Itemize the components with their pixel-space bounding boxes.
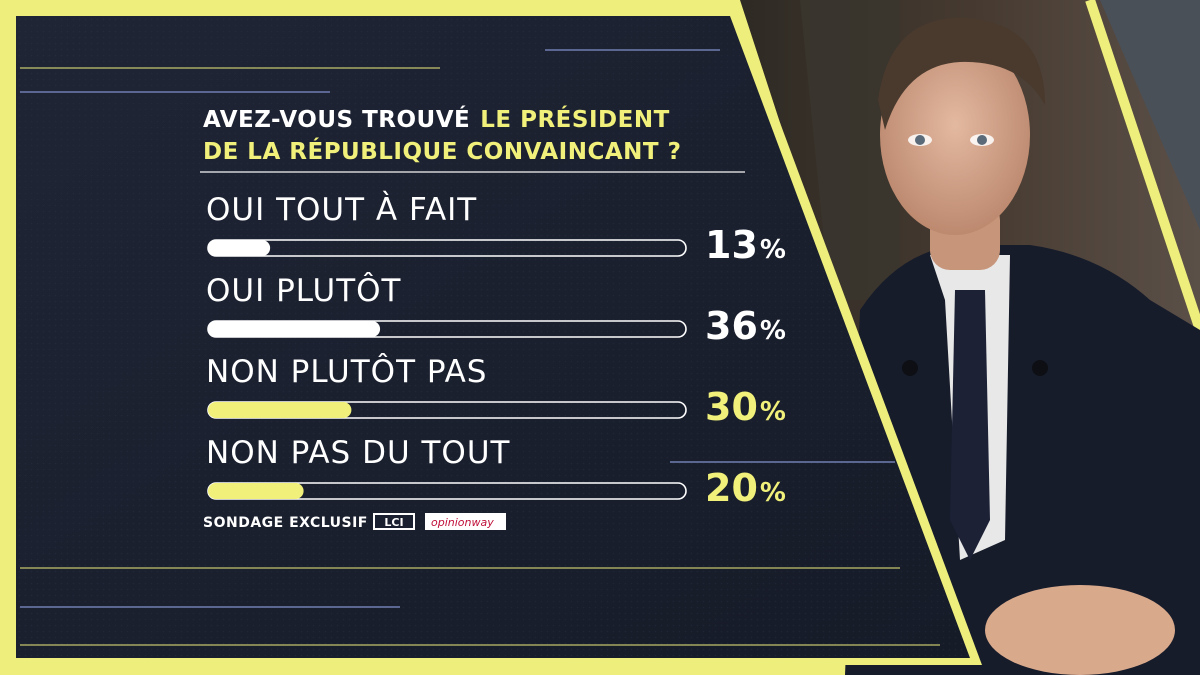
value-label: 13% — [705, 223, 786, 267]
person-hands — [985, 585, 1175, 675]
question-title-line1: AVEZ-VOUS TROUVÉ LE PRÉSIDENT — [203, 105, 670, 133]
opinionway-logo: opinionway — [425, 513, 506, 530]
opinionway-logo-text: opinionway — [431, 516, 494, 529]
category-label: OUI PLUTÔT — [206, 272, 402, 309]
decorative-lines — [20, 49, 940, 646]
question-title-part1: AVEZ-VOUS TROUVÉ — [203, 105, 470, 133]
value-label: 20% — [705, 466, 786, 510]
category-label: NON PAS DU TOUT — [206, 435, 511, 471]
bar-chart: OUI TOUT À FAIT 13% OUI PLUTÔT 36% NON PLUTÔ… — [206, 192, 786, 510]
bar — [208, 402, 352, 418]
source-label: SONDAGE EXCLUSIF — [203, 515, 368, 531]
category-label: NON PLUTÔT PAS — [206, 353, 487, 390]
photo-panel — [740, 0, 1200, 675]
question-title-line2: DE LA RÉPUBLIQUE CONVAINCANT ? — [203, 137, 681, 165]
bar — [208, 321, 381, 337]
person-face — [880, 35, 1030, 235]
value-label: 36% — [705, 304, 786, 348]
value-label: 30% — [705, 385, 786, 429]
person-hair — [878, 17, 1045, 130]
lci-logo: LCI — [373, 513, 415, 530]
person-tie — [950, 290, 990, 560]
bar — [208, 240, 271, 256]
question-title-part2: LE PRÉSIDENT — [480, 105, 670, 133]
lci-logo-text: LCI — [384, 516, 403, 529]
category-label: OUI TOUT À FAIT — [206, 192, 477, 228]
bar — [208, 483, 304, 499]
